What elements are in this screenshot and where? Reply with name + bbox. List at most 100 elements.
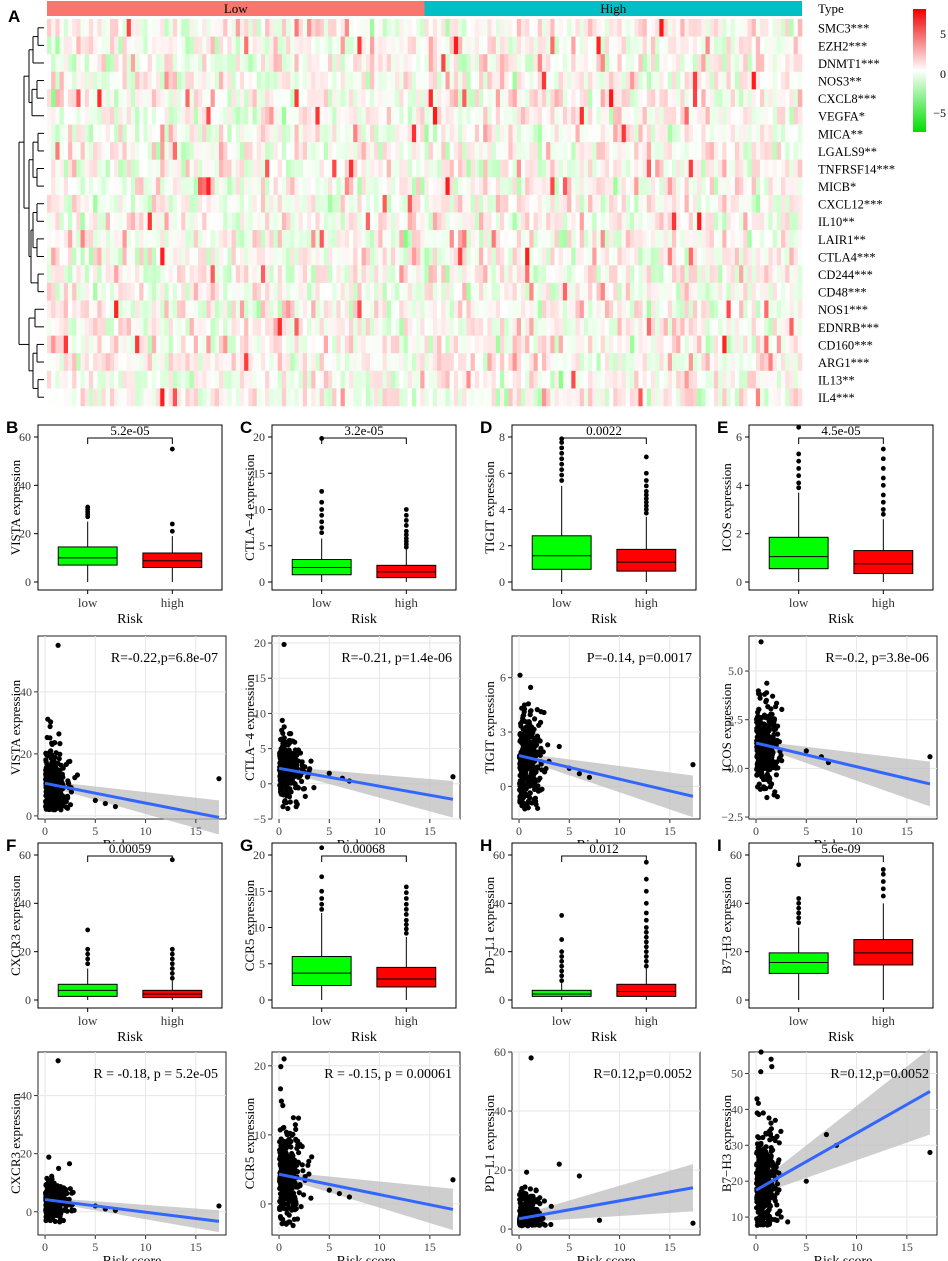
heatmap-cell: [202, 177, 207, 196]
heatmap-cell: [755, 124, 761, 143]
heatmap-cell: [772, 194, 778, 213]
heatmap-cell: [428, 388, 434, 407]
heatmap-cell: [126, 159, 132, 178]
heatmap-cell: [357, 106, 362, 125]
heatmap-cell: [202, 335, 207, 354]
heatmap-cell: [218, 247, 224, 266]
heatmap-cell: [76, 106, 81, 125]
heatmap-cell: [474, 300, 480, 319]
heatmap-cell: [537, 177, 543, 196]
heatmap-cell: [315, 300, 320, 319]
heatmap-cell: [781, 19, 786, 37]
heatmap-cell: [726, 159, 731, 178]
heatmap-cell: [332, 89, 337, 108]
heatmap-cell: [613, 177, 618, 196]
heatmap-cell: [491, 36, 497, 55]
heatmap-cell: [713, 230, 719, 248]
heatmap-cell: [646, 318, 652, 336]
y-tick-label: 5: [259, 539, 265, 553]
heatmap-cell: [130, 335, 136, 354]
heatmap-cell: [344, 36, 350, 55]
heatmap-cell: [630, 335, 635, 354]
heatmap-cell: [97, 265, 102, 284]
heatmap-cell: [63, 212, 69, 231]
heatmap-cell: [621, 54, 627, 73]
heatmap-cell: [764, 370, 769, 389]
heatmap-cell: [105, 194, 111, 213]
heatmap-cell: [793, 300, 799, 319]
heatmap-cell: [797, 388, 803, 407]
heatmap-cell: [453, 124, 459, 143]
heatmap-cell: [260, 300, 266, 319]
heatmap-cell: [399, 106, 404, 125]
heatmap-cell: [747, 370, 752, 389]
heatmap-cell: [508, 19, 513, 37]
heatmap-cell: [76, 71, 81, 90]
heatmap-cell: [143, 247, 148, 266]
heatmap-cell: [135, 194, 140, 213]
heatmap-cell: [172, 247, 178, 266]
heatmap-cell: [218, 177, 224, 196]
heatmap-cell: [705, 388, 711, 407]
heatmap-cell: [365, 282, 371, 301]
heatmap-cell: [659, 36, 664, 55]
heatmap-cell: [462, 159, 467, 178]
heatmap-cell: [160, 89, 165, 108]
heatmap-cell: [298, 265, 304, 284]
heatmap-cell: [244, 370, 249, 389]
heatmap-cell: [164, 54, 169, 73]
heatmap-cell: [369, 247, 375, 266]
heatmap-cell: [399, 212, 404, 231]
heatmap-cell: [189, 318, 195, 336]
heatmap-cell: [546, 54, 551, 73]
heatmap-cell: [84, 318, 90, 336]
heatmap-cell: [709, 230, 715, 248]
heatmap-cell: [776, 142, 782, 161]
heatmap-cell: [218, 71, 224, 90]
outlier-point: [880, 511, 886, 517]
heatmap-cell: [441, 19, 446, 37]
heatmap-cell: [424, 265, 429, 284]
data-point: [284, 749, 290, 755]
heatmap-cell: [143, 318, 148, 336]
heatmap-cell: [420, 36, 425, 55]
heatmap-cell: [193, 265, 199, 284]
heatmap-cell: [726, 318, 731, 336]
heatmap-cell: [332, 159, 337, 178]
heatmap-cell: [625, 124, 631, 143]
heatmap-cell: [797, 71, 803, 90]
data-point: [56, 731, 62, 737]
heatmap-cell: [667, 36, 673, 55]
heatmap-cell: [684, 388, 690, 407]
heatmap-cell: [663, 142, 669, 161]
heatmap-cell: [239, 159, 245, 178]
heatmap-cell: [445, 36, 450, 55]
heatmap-cell: [386, 106, 392, 125]
heatmap-cell: [785, 19, 790, 37]
heatmap-cell: [390, 177, 396, 196]
heatmap-cell: [713, 353, 719, 372]
heatmap-cell: [646, 124, 652, 143]
heatmap-cell: [625, 106, 631, 125]
heatmap-cell: [407, 335, 413, 354]
heatmap-cell: [659, 194, 664, 213]
heatmap-cell: [428, 106, 434, 125]
heatmap-cell: [797, 230, 803, 248]
heatmap-cell: [583, 265, 589, 284]
heatmap-cell: [139, 159, 144, 178]
heatmap-cell: [294, 388, 299, 407]
heatmap-cell: [621, 159, 627, 178]
heatmap-cell: [139, 282, 144, 301]
heatmap-cell: [642, 212, 648, 231]
heatmap-cell: [638, 388, 643, 407]
heatmap-cell: [344, 353, 350, 372]
heatmap-cell: [500, 318, 505, 336]
heatmap-cell: [533, 177, 539, 196]
heatmap-cell: [126, 177, 132, 196]
heatmap-cell: [97, 89, 102, 108]
heatmap-cell: [659, 300, 664, 319]
heatmap-cell: [671, 106, 677, 125]
heatmap-cell: [47, 19, 52, 37]
heatmap-cell: [189, 335, 195, 354]
heatmap-cell: [181, 106, 186, 125]
